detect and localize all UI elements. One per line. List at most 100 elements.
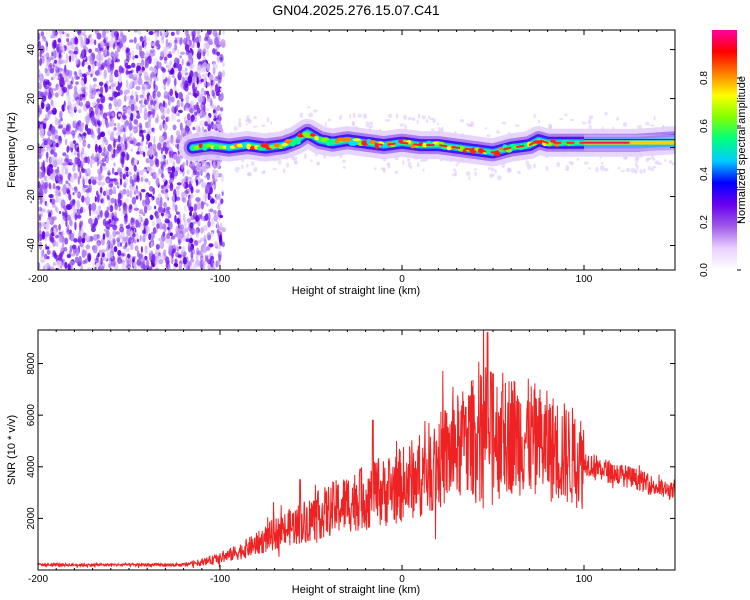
noise-blob	[183, 190, 189, 194]
snr-frame	[37, 329, 676, 571]
noise-blob	[186, 118, 192, 127]
noise-blob	[159, 124, 163, 131]
noise-blob	[160, 114, 165, 120]
noise-blob	[186, 218, 192, 223]
noise-blob	[109, 212, 113, 221]
noise-blob	[51, 227, 54, 231]
noise-blob	[136, 250, 140, 258]
noise-blob	[42, 250, 45, 257]
noise-blob	[161, 85, 167, 89]
noise-blob	[71, 187, 74, 191]
noise-blob	[211, 177, 216, 186]
noise-blob	[151, 253, 156, 263]
noise-blob	[94, 70, 100, 76]
noise-blob	[81, 237, 86, 244]
noise-blob	[99, 86, 104, 95]
noise-blob	[109, 204, 114, 213]
noise-blob	[47, 140, 53, 146]
noise-blob	[144, 98, 147, 105]
noise-blob	[107, 129, 111, 136]
noise-blob	[80, 80, 85, 87]
noise-blob	[98, 93, 103, 98]
spectrogram-x-label: Height of straight line (km)	[292, 285, 420, 297]
noise-blob	[38, 112, 41, 116]
halo-dot	[459, 119, 465, 123]
noise-blob	[65, 251, 69, 255]
noise-blob	[126, 264, 132, 269]
noise-blob	[82, 260, 86, 265]
noise-blob	[38, 262, 41, 270]
noise-blob	[187, 75, 193, 84]
noise-blob	[120, 173, 123, 180]
noise-blob	[207, 192, 211, 201]
noise-blob	[84, 124, 89, 132]
noise-blob	[184, 124, 188, 132]
noise-blob	[156, 61, 159, 70]
noise-blob	[104, 210, 110, 218]
noise-blob	[77, 125, 82, 132]
noise-blob	[109, 73, 114, 82]
noise-blob	[208, 209, 214, 213]
halo-dot	[487, 166, 491, 171]
halo-dot	[313, 109, 318, 113]
noise-blob	[90, 85, 95, 91]
noise-blob	[61, 165, 64, 175]
noise-blob	[148, 265, 152, 270]
noise-blob	[105, 80, 109, 85]
halo-dot	[234, 166, 239, 173]
noise-blob	[205, 82, 211, 87]
noise-blob	[53, 229, 57, 237]
noise-blob	[196, 90, 200, 97]
noise-blob	[152, 143, 157, 152]
halo-dot	[403, 114, 407, 120]
noise-blob	[221, 43, 226, 47]
halo-dot	[455, 163, 459, 167]
noise-blob	[196, 201, 202, 210]
noise-blob	[188, 263, 191, 270]
noise-blob	[208, 186, 213, 195]
noise-blob	[140, 173, 146, 182]
halo-dot	[246, 163, 249, 168]
halo-dot	[395, 113, 399, 119]
noise-blob	[141, 104, 146, 108]
noise-blob	[142, 212, 146, 217]
noise-blob	[134, 54, 139, 59]
noise-blob	[110, 259, 116, 267]
noise-blob	[219, 222, 223, 230]
noise-blob	[129, 190, 133, 199]
noise-blob	[180, 69, 186, 75]
ridge-blob	[198, 143, 203, 149]
noise-blob	[176, 230, 181, 239]
noise-blob	[74, 119, 77, 124]
noise-blob	[38, 90, 41, 99]
noise-blob	[92, 77, 97, 82]
halo-dot	[394, 170, 399, 174]
halo-dot	[537, 119, 541, 124]
noise-blob	[127, 239, 132, 246]
noise-blob	[81, 49, 85, 58]
noise-blob	[146, 59, 150, 66]
noise-blob	[78, 109, 82, 114]
noise-blob	[80, 86, 86, 92]
noise-blob	[64, 69, 70, 76]
noise-blob	[174, 90, 177, 96]
noise-blob	[66, 253, 71, 259]
noise-blob	[117, 199, 122, 208]
noise-blob	[48, 182, 52, 190]
noise-blob	[50, 99, 54, 106]
noise-blob	[194, 111, 198, 116]
noise-blob	[151, 127, 155, 132]
noise-blob	[100, 257, 103, 266]
noise-blob	[62, 122, 66, 131]
noise-blob	[110, 67, 114, 75]
noise-blob	[39, 256, 44, 264]
noise-blob	[177, 109, 183, 114]
halo-dot	[327, 118, 332, 122]
noise-blob	[83, 184, 89, 189]
noise-blob	[94, 143, 98, 153]
noise-blob	[101, 166, 107, 171]
noise-blob	[220, 57, 223, 61]
halo-dot	[645, 121, 650, 126]
noise-blob	[201, 182, 207, 188]
noise-blob	[91, 179, 97, 185]
